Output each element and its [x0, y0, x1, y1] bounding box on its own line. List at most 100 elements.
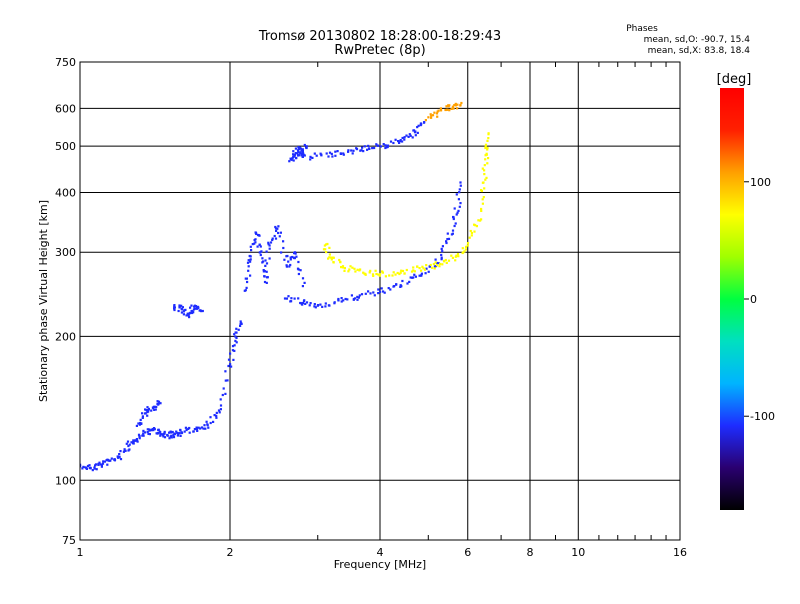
- x-axis-ticks: 1 2 4 6 8 10 16: [77, 546, 688, 559]
- data-point: [313, 303, 316, 306]
- data-point: [132, 442, 135, 445]
- data-point: [285, 264, 288, 267]
- data-point: [205, 420, 208, 423]
- data-point: [358, 294, 361, 297]
- data-point: [171, 430, 174, 434]
- data-point: [301, 149, 304, 152]
- data-point: [384, 144, 387, 147]
- data-point: [265, 262, 269, 265]
- data-point: [359, 268, 362, 271]
- data-point: [324, 305, 327, 308]
- data-point: [484, 146, 487, 150]
- data-point: [465, 245, 468, 248]
- data-point: [372, 274, 375, 277]
- data-point: [375, 143, 378, 146]
- data-point: [343, 267, 346, 270]
- data-point: [420, 123, 423, 126]
- data-point: [287, 295, 290, 298]
- data-point: [395, 283, 398, 286]
- data-point: [195, 426, 198, 429]
- data-point: [399, 285, 402, 288]
- data-point: [353, 267, 356, 270]
- data-point: [331, 155, 334, 158]
- data-point: [180, 304, 183, 307]
- data-point: [424, 272, 427, 275]
- data-point: [141, 434, 144, 437]
- data-point: [140, 422, 143, 425]
- data-point: [460, 101, 463, 105]
- data-point: [222, 387, 225, 390]
- data-point: [101, 462, 105, 465]
- data-point: [193, 304, 196, 307]
- data-point: [431, 266, 434, 269]
- data-point: [127, 444, 130, 448]
- data-point: [188, 431, 191, 434]
- data-point: [204, 427, 207, 430]
- data-point: [442, 259, 446, 263]
- data-point: [249, 274, 252, 277]
- data-point: [287, 260, 290, 263]
- data-point: [119, 458, 123, 461]
- data-point: [360, 149, 363, 152]
- data-point: [461, 247, 464, 250]
- data-point: [455, 254, 458, 257]
- data-point: [455, 213, 458, 216]
- data-point: [199, 427, 202, 430]
- data-point: [191, 309, 194, 313]
- data-point: [392, 271, 395, 274]
- data-point: [172, 434, 175, 437]
- data-point: [325, 243, 328, 246]
- data-point: [405, 268, 408, 272]
- data-point: [151, 428, 154, 431]
- data-point: [466, 244, 469, 247]
- data-point: [339, 152, 342, 155]
- data-point: [263, 280, 267, 284]
- data-point: [399, 284, 402, 287]
- data-point: [219, 408, 222, 411]
- data-point: [407, 135, 410, 138]
- data-point: [294, 152, 297, 155]
- data-point: [303, 143, 306, 147]
- data-point: [316, 304, 319, 307]
- data-point: [291, 255, 294, 259]
- data-point: [325, 251, 328, 254]
- data-point: [399, 140, 402, 143]
- data-point: [487, 157, 490, 160]
- data-point: [294, 252, 297, 255]
- data-point: [128, 443, 131, 446]
- data-point: [328, 246, 331, 249]
- data-point: [234, 331, 237, 334]
- data-point: [383, 291, 386, 294]
- data-point: [93, 466, 96, 469]
- data-point: [88, 464, 91, 467]
- colorbar-tick-label: -100: [750, 410, 775, 423]
- data-point: [401, 269, 405, 273]
- data-point: [330, 152, 333, 155]
- data-point: [118, 455, 121, 458]
- data-point: [389, 288, 392, 291]
- y-tick-label: 500: [55, 140, 76, 153]
- data-point: [192, 311, 195, 314]
- data-point: [342, 299, 345, 302]
- data-point: [328, 253, 331, 256]
- data-point: [215, 411, 218, 414]
- data-point: [233, 349, 236, 352]
- data-point: [293, 153, 297, 156]
- data-point: [261, 257, 264, 260]
- data-point: [321, 305, 324, 308]
- data-point: [247, 265, 250, 268]
- data-point: [305, 301, 309, 304]
- data-point: [448, 104, 451, 107]
- data-point: [375, 272, 378, 276]
- data-point: [459, 181, 462, 184]
- data-point: [300, 149, 303, 152]
- data-point: [94, 463, 98, 466]
- data-point: [181, 306, 184, 309]
- data-point: [420, 272, 423, 275]
- data-point: [297, 151, 300, 154]
- data-point: [138, 437, 141, 440]
- colorbar-tick-label: 0: [750, 293, 757, 306]
- data-point: [347, 150, 350, 153]
- data-point: [373, 146, 376, 150]
- data-point: [246, 261, 250, 264]
